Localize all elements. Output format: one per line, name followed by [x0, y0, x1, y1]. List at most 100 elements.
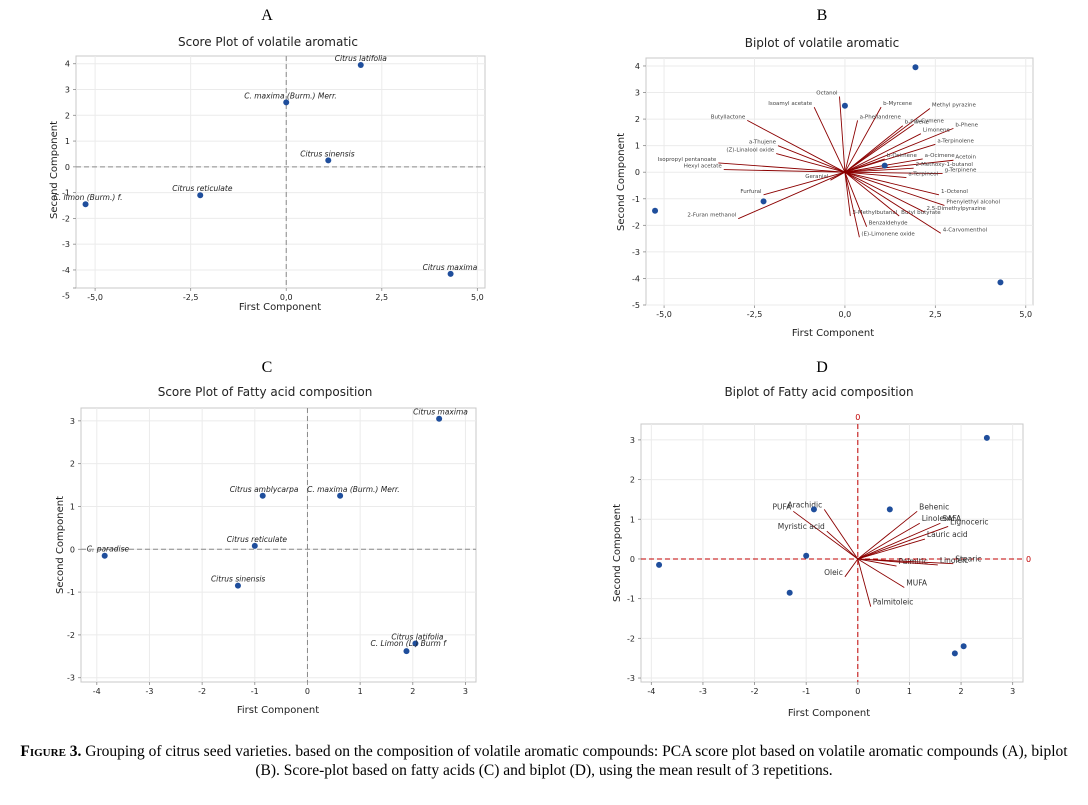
- data-point: [82, 201, 89, 208]
- figure-caption: Figure 3. Grouping of citrus seed variet…: [10, 742, 1078, 780]
- loading-vector: [844, 106, 882, 173]
- loading-vector: [844, 171, 945, 206]
- loading-vector: [844, 124, 914, 173]
- loading-label: 2,5-Dimethylpyrazine: [926, 206, 986, 212]
- loading-label: Methyl pyrazine: [932, 102, 977, 108]
- y-tick-label: -1: [632, 195, 640, 204]
- y-tick-label: 3: [635, 89, 640, 98]
- loading-vector: [793, 510, 859, 560]
- y-tick-label: 0: [630, 555, 635, 564]
- plot-title: Score Plot of Fatty acid composition: [158, 385, 373, 399]
- loading-vector: [723, 169, 845, 173]
- loading-label: Butyllactone: [711, 114, 746, 120]
- loading-label: Arachidic: [788, 500, 823, 509]
- loading-label: Butyl butyrate: [901, 210, 941, 216]
- x-tick-label: -2: [751, 687, 759, 696]
- panel-letter: A: [261, 7, 273, 24]
- point-label: Citrus reticulate: [227, 535, 288, 544]
- plot-title: Biplot of Fatty acid composition: [724, 385, 913, 399]
- loading-vector: [777, 145, 846, 173]
- y-tick-label: 3: [70, 417, 75, 426]
- loading-label: b-Myrcene: [883, 101, 913, 107]
- x-tick-label: 3: [1010, 687, 1015, 696]
- x-tick-label: 0,0: [280, 293, 293, 302]
- y-tick-label: -2: [67, 631, 75, 640]
- loading-label: 3-Methylbutanal: [852, 210, 897, 216]
- panel-c: C Score Plot of Fatty acid composition -4 -…: [55, 359, 477, 716]
- plot-frame: [75, 55, 486, 289]
- loading-label: Myristic acid: [778, 522, 825, 531]
- x-tick-label: -5,0: [87, 293, 103, 302]
- loading-vector: [839, 96, 846, 173]
- data-point: [337, 492, 344, 499]
- x-tick-label: -1: [251, 687, 259, 696]
- point-label: Citrus latifolia: [335, 54, 387, 63]
- data-point: [259, 492, 266, 499]
- point-label: Citrus maxima: [423, 263, 478, 272]
- data-point: [197, 192, 204, 199]
- x-tick-label: 2: [959, 687, 964, 696]
- data-point: [101, 552, 108, 559]
- loading-label: Isopropyl pentanoate: [658, 157, 717, 163]
- data-point: [652, 207, 659, 214]
- loading-vector: [844, 171, 940, 196]
- y-tick-label: 0: [635, 168, 640, 177]
- data-point: [325, 157, 332, 164]
- x-axis-label: First Component: [239, 302, 321, 313]
- loading-vector: [844, 172, 851, 217]
- x-tick-label: 0,0: [839, 310, 852, 319]
- plot-frame: [640, 423, 1024, 683]
- panel-a: A Score Plot of volatile aromatic -5,0 -2,5…: [49, 7, 486, 313]
- data-point: [881, 162, 888, 169]
- x-tick-label: 2,5: [929, 310, 942, 319]
- point-label: C. limon (Burm.) f.: [54, 193, 123, 202]
- y-tick-label: -5: [62, 292, 70, 301]
- point-label: Citrus sinensis: [300, 149, 354, 158]
- y-tick-label: -2: [632, 221, 640, 230]
- loading-label: Benzaldehyde: [869, 221, 909, 227]
- loading-label: Behenic: [919, 502, 949, 511]
- y-tick-label: 1: [630, 515, 635, 524]
- loading-label: a-Thujene: [749, 140, 777, 146]
- loading-vector: [747, 120, 846, 173]
- loading-label: 4-Carvomenthol: [943, 227, 988, 233]
- loading-label: (E)-Limonene oxide: [861, 231, 915, 237]
- loading-label: SAFA: [942, 514, 962, 523]
- y-tick-label: -1: [627, 595, 635, 604]
- point-label: C. maxima (Burm.) Merr.: [307, 485, 400, 494]
- x-tick-label: 0: [305, 687, 310, 696]
- data-point: [951, 650, 958, 657]
- loading-vector: [738, 171, 846, 220]
- y-tick-label: -1: [62, 189, 70, 198]
- y-tick-label: 2: [630, 476, 635, 485]
- point-label: C. paradise: [87, 545, 130, 554]
- loading-label: Linoleic: [940, 556, 969, 565]
- loading-vector: [844, 159, 954, 173]
- loading-vector: [857, 558, 897, 567]
- loading-vector: [826, 530, 859, 560]
- y-tick-label: 3: [65, 86, 70, 95]
- point-label: C. Limon (L.) Burm f: [370, 639, 447, 648]
- loading-label: (Z)-Linalool oxide: [726, 148, 774, 154]
- y-tick-label: 4: [635, 62, 640, 71]
- x-tick-label: 5,0: [1019, 310, 1032, 319]
- loading-label: Lignoceric: [950, 517, 988, 526]
- y-tick-label: 0: [70, 545, 75, 554]
- y-tick-label: -3: [632, 248, 640, 257]
- x-tick-label: 1: [358, 687, 363, 696]
- y-tick-label: -2: [62, 214, 70, 223]
- panel-letter: D: [816, 359, 828, 376]
- plot-frame: [645, 57, 1034, 306]
- loading-label: a-Phellandrene: [860, 114, 902, 120]
- loading-label: Hexyl acetate: [684, 164, 723, 170]
- reference-label-vertical: 0: [855, 413, 860, 422]
- data-point: [786, 589, 793, 596]
- panel-letter: C: [262, 359, 273, 376]
- point-label: Citrus latifolia: [391, 632, 443, 641]
- y-tick-label: -3: [62, 240, 70, 249]
- x-tick-label: 0: [855, 687, 860, 696]
- loading-label: 2-Methoxy-1-butanol: [916, 162, 974, 168]
- figure-3: A Score Plot of volatile aromatic -5,0 -2,5…: [49, 7, 1034, 719]
- loading-vector: [857, 538, 926, 560]
- x-tick-label: -2,5: [747, 310, 763, 319]
